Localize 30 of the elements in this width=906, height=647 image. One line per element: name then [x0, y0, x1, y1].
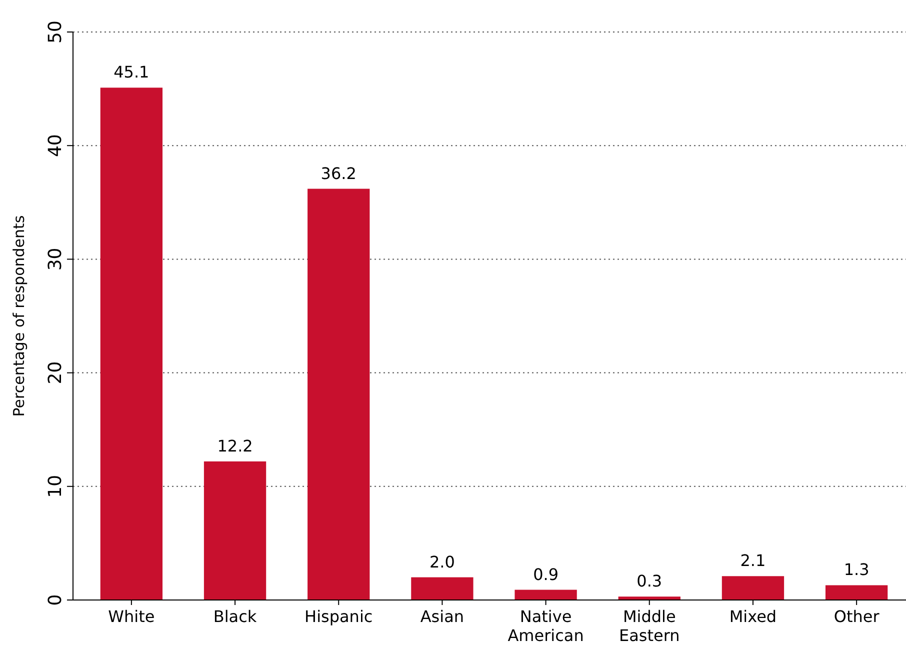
y-tick-label: 10	[45, 474, 66, 498]
bar	[308, 188, 370, 600]
bar	[100, 88, 163, 600]
x-tick-label: Mixed	[729, 607, 777, 626]
x-tick-label: Middle Eastern	[618, 607, 680, 645]
y-tick-label: 30	[45, 248, 66, 271]
data-label: 0.9	[533, 564, 559, 584]
y-axis-title: Percentage of respondents	[10, 215, 28, 417]
y-tick-label: 0	[45, 594, 66, 606]
x-tick-label: White	[108, 607, 155, 626]
data-label: 45.1	[114, 62, 150, 82]
x-tick-label: Black	[213, 607, 258, 626]
data-label: 0.3	[636, 572, 662, 591]
x-tick-label: Native American	[508, 607, 584, 645]
x-tick-label: Asian	[420, 607, 464, 626]
data-label: 36.2	[320, 164, 356, 183]
y-tick-label: 40	[45, 134, 66, 158]
bar	[514, 590, 577, 600]
x-tick-label: Other	[834, 607, 880, 626]
bar	[204, 461, 266, 600]
y-tick-label: 20	[45, 361, 66, 384]
data-label: 12.2	[217, 436, 253, 456]
bar	[722, 576, 784, 600]
bar	[411, 577, 474, 600]
y-tick-label: 50	[45, 20, 66, 44]
data-label: 2.1	[740, 551, 766, 570]
bar	[825, 585, 888, 600]
x-tick-label: Hispanic	[304, 607, 373, 626]
data-label: 2.0	[429, 552, 455, 572]
data-label: 1.3	[844, 560, 870, 580]
